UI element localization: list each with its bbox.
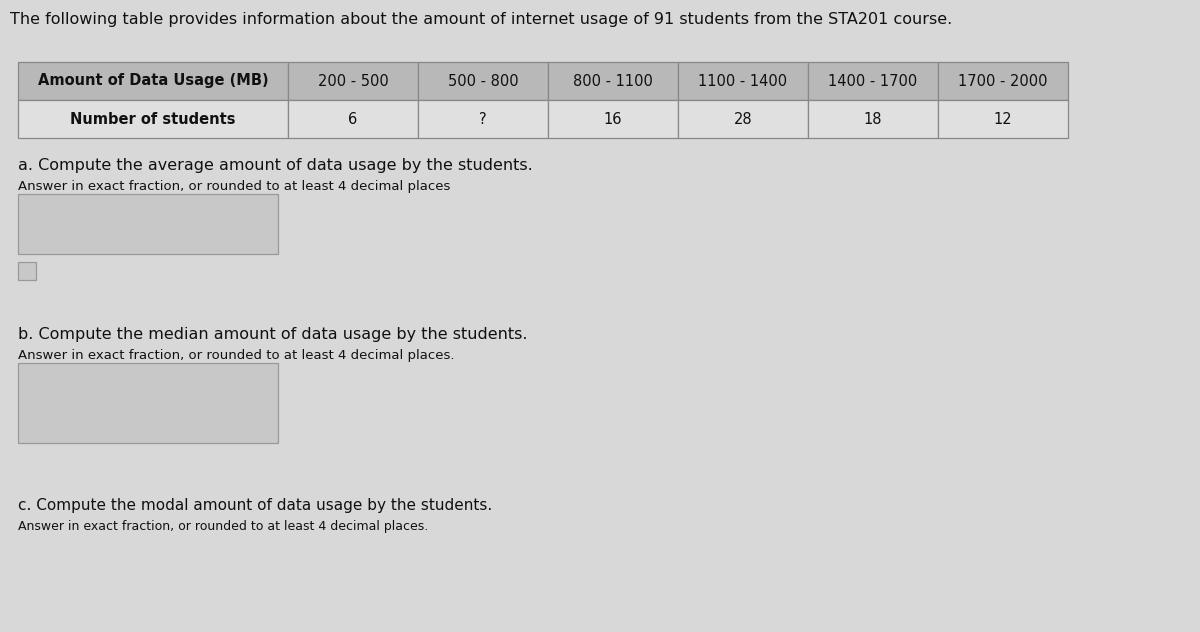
Bar bbox=[18, 262, 36, 280]
Text: 1400 - 1700: 1400 - 1700 bbox=[828, 73, 918, 88]
Bar bbox=[678, 100, 808, 138]
Text: 28: 28 bbox=[733, 111, 752, 126]
Bar bbox=[18, 363, 278, 443]
Bar bbox=[18, 100, 288, 138]
Bar bbox=[808, 100, 938, 138]
Text: Answer in exact fraction, or rounded to at least 4 decimal places.: Answer in exact fraction, or rounded to … bbox=[18, 349, 455, 362]
Text: 12: 12 bbox=[994, 111, 1013, 126]
Text: ?: ? bbox=[479, 111, 487, 126]
Bar bbox=[808, 62, 938, 100]
Text: Number of students: Number of students bbox=[71, 111, 235, 126]
Bar bbox=[288, 62, 418, 100]
Text: 200 - 500: 200 - 500 bbox=[318, 73, 389, 88]
Bar bbox=[938, 100, 1068, 138]
Bar bbox=[938, 62, 1068, 100]
Text: Amount of Data Usage (MB): Amount of Data Usage (MB) bbox=[37, 73, 269, 88]
Text: 1700 - 2000: 1700 - 2000 bbox=[959, 73, 1048, 88]
Text: a. Compute the average amount of data usage by the students.: a. Compute the average amount of data us… bbox=[18, 158, 533, 173]
Text: c. Compute the modal amount of data usage by the students.: c. Compute the modal amount of data usag… bbox=[18, 498, 492, 513]
Bar bbox=[418, 100, 548, 138]
Bar bbox=[678, 62, 808, 100]
Bar bbox=[418, 62, 548, 100]
Text: 6: 6 bbox=[348, 111, 358, 126]
Bar bbox=[548, 62, 678, 100]
Bar bbox=[18, 62, 288, 100]
Text: The following table provides information about the amount of internet usage of 9: The following table provides information… bbox=[10, 12, 953, 27]
Text: Answer in exact fraction, or rounded to at least 4 decimal places.: Answer in exact fraction, or rounded to … bbox=[18, 520, 428, 533]
Bar bbox=[548, 100, 678, 138]
Text: 500 - 800: 500 - 800 bbox=[448, 73, 518, 88]
Text: 18: 18 bbox=[864, 111, 882, 126]
Text: 800 - 1100: 800 - 1100 bbox=[574, 73, 653, 88]
Bar bbox=[288, 100, 418, 138]
Text: 16: 16 bbox=[604, 111, 623, 126]
Text: b. Compute the median amount of data usage by the students.: b. Compute the median amount of data usa… bbox=[18, 327, 528, 342]
Text: Answer in exact fraction, or rounded to at least 4 decimal places: Answer in exact fraction, or rounded to … bbox=[18, 180, 450, 193]
Text: 1100 - 1400: 1100 - 1400 bbox=[698, 73, 787, 88]
Bar bbox=[18, 194, 278, 254]
